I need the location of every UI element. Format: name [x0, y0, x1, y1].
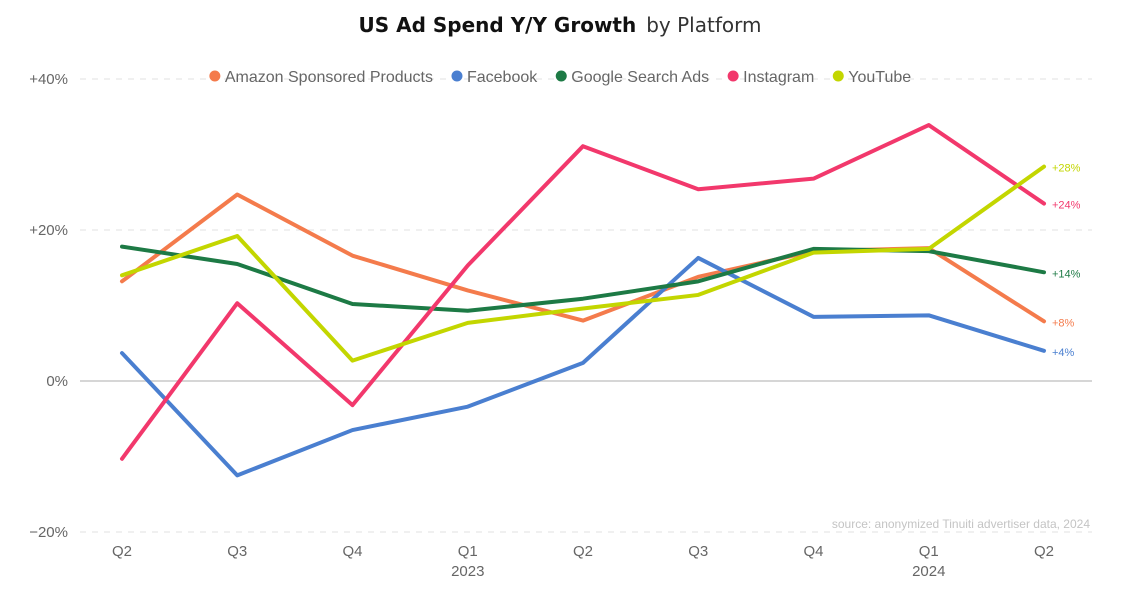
series-lines	[120, 123, 1046, 478]
x-year-label: 2024	[912, 563, 945, 580]
y-tick-label: +20%	[29, 222, 68, 239]
legend-label: YouTube	[848, 69, 911, 86]
series-line	[120, 255, 1046, 478]
legend-label: Instagram	[743, 69, 814, 86]
y-tick-label: 0%	[46, 373, 68, 390]
legend-label: Google Search Ads	[571, 69, 709, 86]
source-note: source: anonymized Tinuiti advertiser da…	[832, 517, 1090, 531]
series-line	[120, 192, 1046, 324]
legend-marker	[209, 70, 221, 82]
x-tick-label: Q3	[227, 543, 247, 560]
legend-item: Facebook	[451, 69, 538, 86]
legend-marker	[727, 70, 739, 82]
x-tick-label: Q1	[458, 543, 478, 560]
legend-label: Amazon Sponsored Products	[225, 69, 433, 86]
x-year-label: 2023	[451, 563, 484, 580]
chart-title-light: by Platform	[646, 13, 761, 37]
end-value-label: +24%	[1052, 200, 1081, 212]
legend: Amazon Sponsored Products Facebook Google …	[209, 69, 911, 86]
legend-marker	[832, 70, 844, 82]
grid	[80, 78, 1092, 533]
series-line	[120, 164, 1046, 363]
legend-label: Facebook	[467, 69, 538, 86]
x-tick-label: Q4	[803, 543, 823, 560]
x-tick-label: Q2	[1034, 543, 1054, 560]
chart-title-bold: US Ad Spend Y/Y Growth	[359, 13, 637, 37]
end-value-label: +14%	[1052, 268, 1081, 280]
x-tick-label: Q3	[688, 543, 708, 560]
legend-item: Instagram	[727, 69, 814, 86]
legend-marker	[451, 70, 463, 82]
legend-item: Google Search Ads	[555, 69, 709, 86]
series-line	[120, 244, 1046, 313]
x-tick-label: Q4	[342, 543, 362, 560]
end-value-label: +28%	[1052, 163, 1081, 175]
y-tick-label: +40%	[29, 71, 68, 88]
end-value-label: +4%	[1052, 347, 1075, 359]
legend-item: YouTube	[832, 69, 911, 86]
legend-item: Amazon Sponsored Products	[209, 69, 433, 86]
x-tick-label: Q1	[919, 543, 939, 560]
series-line	[120, 123, 1046, 461]
end-labels: +8% +4% +14% +24% +28%	[1052, 163, 1081, 359]
x-tick-label: Q2	[573, 543, 593, 560]
chart-title: US Ad Spend Y/Y Growth by Platform	[359, 13, 762, 37]
axes: +40% +20% 0% −20% Q2 Q3 Q4 Q1 Q2 Q3 Q4 Q1 Q2 2023 2024	[29, 71, 1054, 580]
x-tick-label: Q2	[112, 543, 132, 560]
legend-marker	[555, 70, 567, 82]
y-tick-label: −20%	[29, 524, 68, 541]
end-value-label: +8%	[1052, 317, 1075, 329]
